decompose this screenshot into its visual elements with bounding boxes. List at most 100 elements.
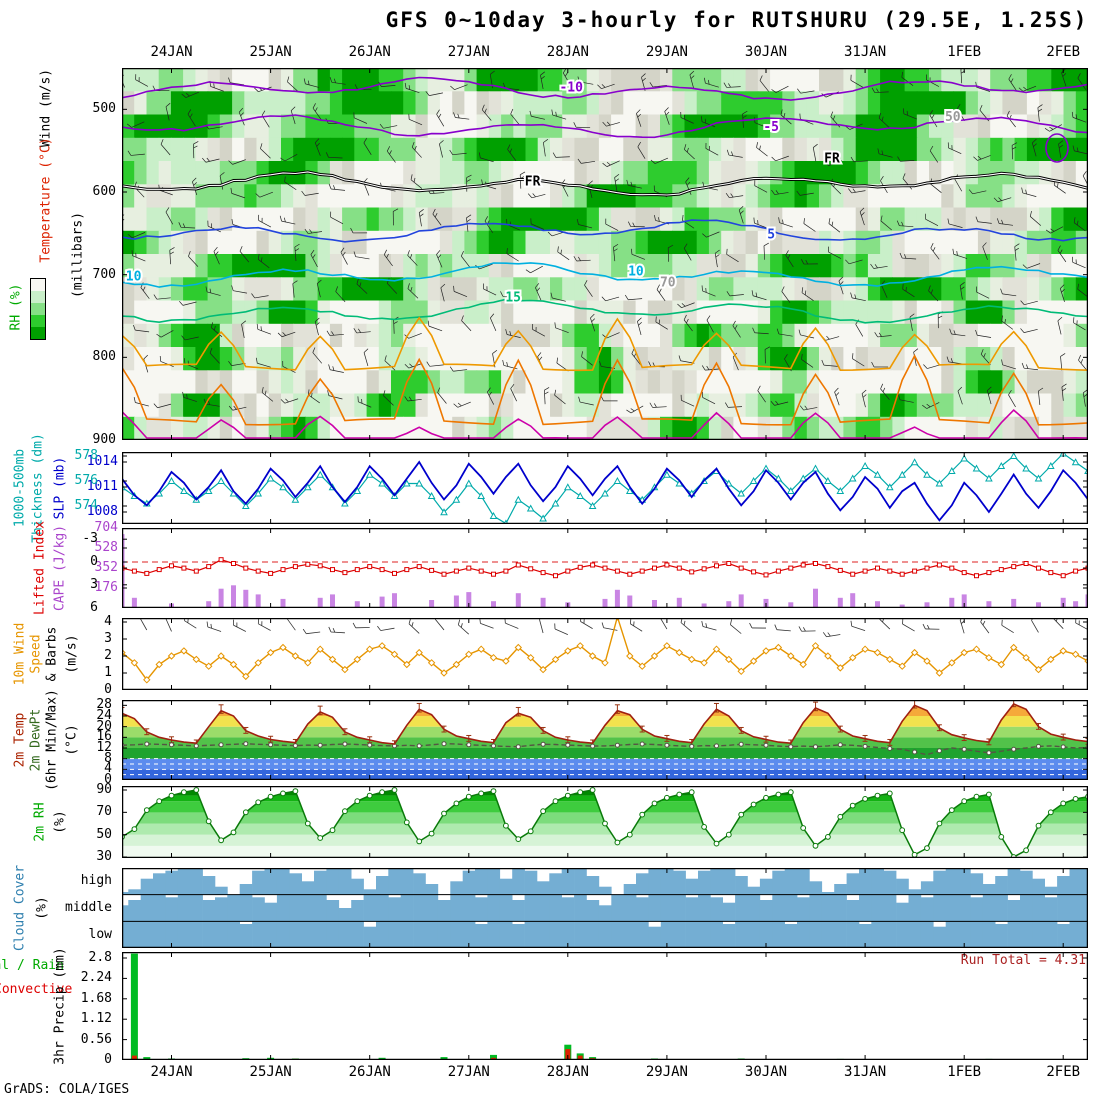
run-total-label: Run Total = 4.31 (960, 953, 1086, 968)
svg-text:-10: -10 (559, 80, 583, 95)
axis-label-precip-total: Total / Rain (0, 958, 64, 973)
y-tick-label: 0.56 (80, 1031, 112, 1047)
panel-cape-lifted-index (122, 528, 1088, 608)
y-tick-label: 2.24 (80, 970, 112, 986)
y-tick-label: 90 (96, 782, 112, 797)
y-tick-label: 1011 (86, 479, 118, 494)
x-axis-bottom-label: 25JAN (249, 1064, 292, 1080)
y-tick-label: 576 (74, 473, 98, 488)
axis-label-temp-2: 2m DewPt (28, 708, 44, 772)
y-tick-label: 2 (104, 648, 112, 663)
y-tick-label: 1.68 (80, 990, 112, 1006)
x-axis-top-label: 26JAN (348, 44, 391, 60)
svg-text:10: 10 (628, 265, 644, 280)
y-tick-label: 4 (104, 614, 112, 629)
x-axis-bottom-label: 31JAN (843, 1064, 887, 1080)
axis-label-rh2m: 2m RH (32, 802, 48, 842)
axis-label-slp: SLP (mb) (52, 456, 68, 520)
axis-label-wind10-4: (m/s) (64, 634, 80, 674)
y-tick-label: 20 (96, 718, 112, 734)
axis-label-cloud: Cloud Cover (12, 864, 28, 952)
x-axis-top-label: 29JAN (645, 44, 688, 60)
y-tick-label: 4 (104, 761, 112, 777)
y-tick-label: 704 (94, 520, 118, 535)
x-axis-bottom-label: 27JAN (447, 1064, 490, 1080)
y-tick-label: 16 (96, 729, 112, 745)
axis-label-cape: CAPE (J/kg) (52, 524, 68, 612)
svg-text:FR: FR (525, 175, 541, 190)
y-tick-label: 1014 (86, 454, 118, 469)
x-axis-top-label: 2FEB (1046, 44, 1081, 60)
y-tick-label: 12 (96, 740, 112, 755)
svg-text:5: 5 (767, 228, 775, 243)
panel-2m-rh (122, 786, 1088, 858)
y-tick-label: 176 (94, 580, 118, 595)
x-axis-top-label: 27JAN (447, 44, 490, 60)
y-tick-label: 900 (92, 432, 116, 447)
svg-text:-5: -5 (763, 120, 779, 135)
x-axis-top-label: 24JAN (150, 44, 193, 60)
y-tick-label: 2.8 (88, 950, 112, 965)
y-tick-label: 0 (104, 682, 112, 697)
svg-text:70: 70 (660, 275, 676, 290)
axis-label-wind10-3: & Barbs (44, 626, 60, 682)
x-axis-top-label: 31JAN (843, 44, 887, 60)
y-tick-label: 28 (96, 697, 112, 713)
panel-10m-wind (122, 618, 1088, 690)
axis-label-wind10-1: 10m Wind (12, 622, 28, 686)
panel-2m-temp-dewpt (122, 700, 1088, 780)
x-axis-top-label: 25JAN (249, 44, 292, 60)
axis-label-li: Lifted Index (32, 521, 48, 615)
x-axis-bottom-label: 26JAN (348, 1064, 391, 1080)
grads-credit: GrADS: COLA/IGES (4, 1082, 130, 1097)
y-tick-label: 700 (92, 266, 116, 282)
y-tick-label: low (88, 926, 112, 942)
y-tick-label: high (80, 873, 112, 889)
y-tick-label: 0 (104, 1052, 112, 1067)
y-tick-label: 600 (92, 184, 116, 199)
axis-label-precip-conv: Convective (0, 982, 73, 997)
y-tick-label: 500 (92, 101, 116, 117)
panel-cloud-cover (122, 868, 1088, 948)
y-tick-label: 6 (90, 599, 98, 615)
axis-label-rh2m-unit: (%) (52, 810, 68, 834)
svg-text:FR: FR (824, 151, 840, 166)
panel-slp-thickness (122, 452, 1088, 524)
y-tick-label: 3 (90, 576, 98, 592)
x-axis-top-label: 30JAN (744, 44, 788, 60)
y-tick-label: 8 (104, 750, 112, 766)
axis-label-wind10-2: Speed (28, 634, 44, 674)
y-tick-label: 50 (96, 826, 112, 842)
axis-label-temp-1: 2m Temp (12, 712, 28, 768)
y-tick-label: 528 (94, 540, 118, 555)
y-tick-label: 800 (92, 349, 116, 365)
y-tick-label: 0 (104, 772, 112, 787)
y-tick-label: 574 (74, 498, 98, 513)
x-axis-bottom-label: 29JAN (645, 1064, 688, 1080)
y-tick-label: 3 (104, 631, 112, 646)
y-tick-label: 352 (94, 560, 118, 575)
y-tick-label: 1008 (86, 504, 118, 519)
x-axis-top-label: 1FEB (947, 44, 981, 60)
svg-text:15: 15 (505, 290, 521, 305)
x-axis-bottom-label: 30JAN (744, 1064, 788, 1080)
rh-colorbar (30, 278, 46, 340)
axis-label-temp-3: (6hr Min/Max) (44, 689, 60, 791)
axis-label-precip-unit: 3hr Precip (mm) (52, 947, 68, 1065)
y-tick-label: 70 (96, 804, 112, 820)
y-tick-label: middle (65, 900, 112, 915)
y-tick-label: 24 (96, 708, 112, 723)
y-tick-label: 1.12 (80, 1011, 112, 1027)
axis-label-upper-mb: (millibars) (70, 211, 86, 299)
panel-upper-air: -10 -5 FR FR 5 10 10 15 50 70 (122, 68, 1088, 440)
x-axis-bottom-label: 1FEB (947, 1064, 981, 1080)
axis-label-cloud-unit: (%) (34, 896, 50, 920)
x-axis-bottom-label: 2FEB (1046, 1064, 1081, 1080)
y-tick-label: 0 (90, 554, 98, 569)
svg-text:10: 10 (126, 270, 142, 285)
axis-label-upper-wind: Wind (m/s) (38, 68, 54, 148)
x-axis-bottom-label: 28JAN (546, 1064, 589, 1080)
svg-text:50: 50 (945, 110, 961, 125)
chart-title: GFS 0~10day 3-hourly for RUTSHURU (29.5E… (385, 8, 1089, 32)
